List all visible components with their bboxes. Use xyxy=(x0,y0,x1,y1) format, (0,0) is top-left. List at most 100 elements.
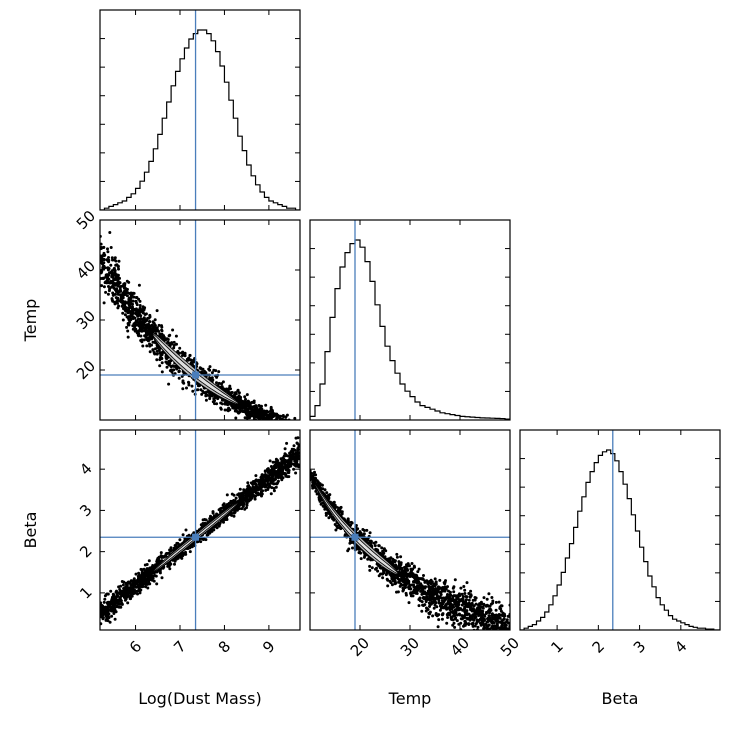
scatter-point xyxy=(225,493,229,497)
scatter-point xyxy=(296,448,300,452)
scatter-point xyxy=(142,316,146,320)
scatter-point xyxy=(247,412,251,416)
scatter-point xyxy=(375,548,379,552)
scatter-point xyxy=(162,334,165,338)
scatter-point xyxy=(118,597,122,601)
scatter-point xyxy=(230,499,234,503)
scatter-point xyxy=(177,376,181,380)
scatter-point xyxy=(272,489,276,493)
scatter-point xyxy=(115,604,119,608)
scatter-point xyxy=(293,427,296,430)
scatter-point xyxy=(112,612,116,615)
scatter-point xyxy=(162,337,166,341)
scatter-point xyxy=(160,576,164,580)
scatter-point xyxy=(471,638,474,641)
scatter-point xyxy=(168,333,172,337)
scatter-point xyxy=(183,353,187,357)
scatter-point xyxy=(126,291,130,295)
scatter-point xyxy=(280,464,284,467)
scatter-point xyxy=(427,615,430,619)
scatter-point xyxy=(295,426,298,429)
scatter-point xyxy=(368,568,372,572)
scatter-point xyxy=(108,620,112,624)
scatter-point xyxy=(494,608,498,612)
scatter-point xyxy=(103,597,107,601)
scatter-point xyxy=(312,473,316,476)
scatter-point xyxy=(109,589,113,593)
scatter-point xyxy=(451,610,455,613)
scatter-point xyxy=(147,559,151,563)
scatter-point xyxy=(102,301,106,305)
scatter-point xyxy=(373,544,377,548)
scatter-point xyxy=(105,601,109,605)
scatter-point xyxy=(142,574,146,578)
scatter-point xyxy=(238,502,242,506)
scatter-point xyxy=(257,479,261,483)
scatter-point xyxy=(294,436,298,440)
scatter-point xyxy=(491,616,494,620)
scatter-point xyxy=(288,422,291,425)
scatter-point xyxy=(181,387,185,391)
scatter-panel-logm-beta xyxy=(100,430,300,630)
scatter-point xyxy=(127,323,131,327)
scatter-point xyxy=(191,389,195,393)
scatter-point xyxy=(502,633,505,636)
scatter-point xyxy=(178,346,182,350)
scatter-point xyxy=(487,614,491,618)
scatter-point xyxy=(427,584,431,588)
scatter-point xyxy=(262,425,265,428)
scatter-point xyxy=(131,302,134,306)
scatter-point xyxy=(116,279,120,283)
scatter-point xyxy=(185,386,188,390)
scatter-point xyxy=(458,607,462,611)
scatter-point xyxy=(393,564,397,568)
scatter-point xyxy=(208,391,212,395)
scatter-point xyxy=(372,541,376,545)
scatter-point xyxy=(211,510,215,514)
scatter-point xyxy=(479,636,482,639)
scatter-point xyxy=(138,320,142,323)
scatter-point xyxy=(476,632,479,635)
scatter-point xyxy=(272,467,276,471)
scatter-point xyxy=(499,631,502,634)
scatter-point xyxy=(462,585,466,588)
scatter-point xyxy=(138,304,142,307)
scatter-point xyxy=(294,425,297,428)
scatter-point xyxy=(125,301,129,305)
scatter-point xyxy=(101,606,105,610)
scatter-point xyxy=(417,567,421,571)
scatter-point xyxy=(107,616,111,620)
scatter-point xyxy=(267,474,271,478)
scatter-point xyxy=(126,589,130,593)
scatter-point xyxy=(324,513,328,517)
scatter-point xyxy=(475,618,479,622)
scatter-point xyxy=(100,284,104,288)
scatter-point xyxy=(315,492,319,496)
scatter-point xyxy=(232,514,236,518)
scatter-point xyxy=(149,330,153,334)
scatter-point xyxy=(258,408,262,412)
scatter-point xyxy=(467,616,471,620)
scatter-point xyxy=(283,447,287,451)
scatter-point xyxy=(221,380,225,384)
scatter-point xyxy=(323,488,327,492)
scatter-point xyxy=(209,514,212,518)
scatter-point xyxy=(269,423,272,426)
scatter-point xyxy=(232,404,236,408)
panel-frame xyxy=(309,219,511,421)
scatter-point xyxy=(131,299,135,303)
scatter-point xyxy=(208,376,212,380)
scatter-point xyxy=(284,415,288,419)
scatter-point xyxy=(277,422,280,425)
scatter-point xyxy=(222,502,226,506)
scatter-point xyxy=(405,575,409,579)
scatter-point xyxy=(142,338,146,342)
scatter-point xyxy=(463,588,467,592)
scatter-point xyxy=(151,348,155,352)
scatter-point xyxy=(260,491,263,495)
tick-marks xyxy=(100,219,300,420)
tick-marks xyxy=(520,430,720,630)
scatter-point xyxy=(133,325,137,329)
scatter-point xyxy=(296,463,300,467)
scatter-point xyxy=(418,596,422,600)
